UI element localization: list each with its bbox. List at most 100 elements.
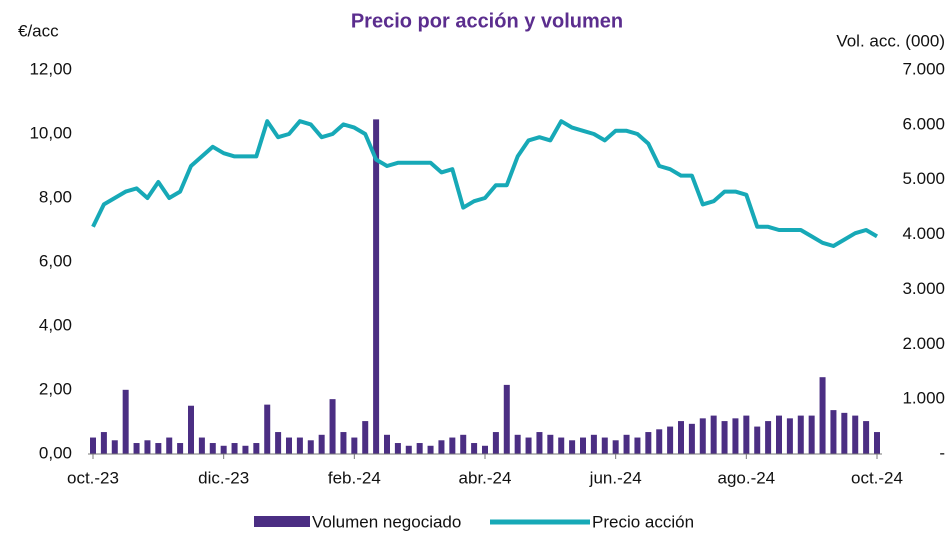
volume-bar bbox=[253, 443, 260, 454]
volume-bar bbox=[460, 434, 467, 454]
volume-bar bbox=[645, 432, 652, 454]
y-tick-label: 8,00 bbox=[39, 187, 72, 206]
volume-bar bbox=[133, 443, 140, 454]
volume-bar bbox=[841, 412, 848, 454]
volume-bar bbox=[830, 410, 837, 454]
volume-bar bbox=[373, 119, 380, 454]
volume-bar bbox=[678, 421, 684, 454]
volume-bar bbox=[863, 421, 870, 454]
volume-bar bbox=[471, 443, 478, 454]
volume-bar bbox=[612, 440, 619, 454]
volume-bar bbox=[667, 426, 674, 454]
volume-bar bbox=[601, 437, 608, 454]
volume-bar bbox=[699, 418, 706, 454]
volume-bar bbox=[852, 415, 859, 454]
x-tick-label: dic.-23 bbox=[198, 468, 249, 487]
volume-bar bbox=[503, 384, 510, 454]
volume-bar bbox=[634, 437, 641, 454]
volume-bar bbox=[90, 437, 96, 454]
volume-bar bbox=[797, 415, 804, 454]
volume-bar bbox=[362, 421, 369, 454]
volume-bar bbox=[188, 405, 194, 454]
volume-bar bbox=[394, 443, 401, 454]
volume-bar bbox=[307, 440, 314, 454]
volume-bar bbox=[242, 445, 249, 454]
volume-bar bbox=[318, 434, 325, 454]
y2-tick-label: 3.000 bbox=[902, 279, 945, 298]
volume-bar bbox=[286, 437, 292, 454]
x-tick-label: oct.-23 bbox=[67, 468, 119, 487]
volume-bar bbox=[220, 445, 227, 454]
volume-bar bbox=[786, 418, 793, 454]
volume-bar bbox=[231, 443, 238, 454]
volume-bar bbox=[492, 432, 499, 454]
volume-bar bbox=[547, 434, 554, 454]
x-tick-label: abr.-24 bbox=[459, 468, 512, 487]
volume-bar bbox=[449, 437, 456, 454]
price-line bbox=[91, 119, 879, 248]
volume-bar bbox=[536, 432, 543, 454]
volume-bar bbox=[155, 443, 162, 454]
y-tick-label: 4,00 bbox=[39, 315, 72, 334]
volume-bar bbox=[122, 389, 129, 454]
volume-bar bbox=[384, 434, 390, 454]
volume-bar bbox=[754, 426, 761, 454]
volume-bar bbox=[100, 432, 107, 454]
y2-axis-label: Vol. acc. (000) bbox=[836, 31, 945, 50]
y2-tick-label: - bbox=[939, 443, 945, 462]
legend-label: Precio acción bbox=[592, 512, 694, 531]
volume-bar bbox=[416, 443, 423, 454]
volume-bar bbox=[351, 437, 358, 454]
y-tick-label: 2,00 bbox=[39, 379, 72, 398]
y-tick-label: 6,00 bbox=[39, 251, 72, 270]
volume-bar bbox=[144, 440, 151, 454]
y-tick-label: 12,00 bbox=[29, 59, 72, 78]
volume-bar bbox=[525, 437, 532, 454]
volume-bar bbox=[710, 415, 717, 454]
volume-bar bbox=[580, 437, 586, 454]
y2-tick-label: 7.000 bbox=[902, 59, 945, 78]
x-tick-label: feb.-24 bbox=[328, 468, 381, 487]
volume-bar bbox=[177, 443, 184, 454]
volume-bar bbox=[166, 437, 173, 454]
volume-bar bbox=[264, 404, 271, 454]
volume-bar bbox=[819, 377, 826, 454]
volume-bar bbox=[482, 445, 488, 454]
volume-bar bbox=[732, 418, 739, 454]
volume-bar bbox=[776, 415, 782, 454]
y2-tick-label: 4.000 bbox=[902, 224, 945, 243]
y-tick-label: 0,00 bbox=[39, 443, 72, 462]
volume-bar bbox=[198, 437, 205, 454]
volume-bar bbox=[721, 421, 728, 454]
volume-bar bbox=[569, 440, 576, 454]
volume-bar bbox=[743, 415, 750, 454]
volume-bar bbox=[296, 437, 303, 454]
volume-bar bbox=[405, 445, 412, 454]
volume-bar bbox=[209, 443, 216, 454]
volume-bar bbox=[427, 445, 434, 454]
y-tick-label: 10,00 bbox=[29, 123, 72, 142]
volume-bar bbox=[111, 440, 118, 454]
volume-bar bbox=[688, 423, 695, 454]
volume-bar bbox=[590, 434, 597, 454]
y2-tick-label: 2.000 bbox=[902, 334, 945, 353]
volume-bar bbox=[340, 432, 347, 454]
x-tick-label: ago.-24 bbox=[717, 468, 775, 487]
volume-bar bbox=[438, 440, 445, 454]
volume-bar bbox=[765, 421, 772, 454]
volume-bar bbox=[329, 399, 336, 454]
y2-tick-label: 6.000 bbox=[902, 114, 945, 133]
y2-tick-label: 5.000 bbox=[902, 169, 945, 188]
legend-swatch bbox=[254, 516, 310, 527]
volume-bar bbox=[874, 432, 880, 454]
y2-tick-label: 1.000 bbox=[902, 389, 945, 408]
volume-bar bbox=[623, 434, 630, 454]
volume-bar bbox=[558, 437, 565, 454]
x-tick-label: jun.-24 bbox=[589, 468, 642, 487]
chart-title: Precio por acción y volumen bbox=[351, 10, 623, 32]
y-axis-label: €/acc bbox=[18, 21, 59, 40]
volume-bar bbox=[656, 429, 663, 454]
legend-label: Volumen negociado bbox=[312, 512, 461, 531]
volume-bar bbox=[808, 415, 815, 454]
